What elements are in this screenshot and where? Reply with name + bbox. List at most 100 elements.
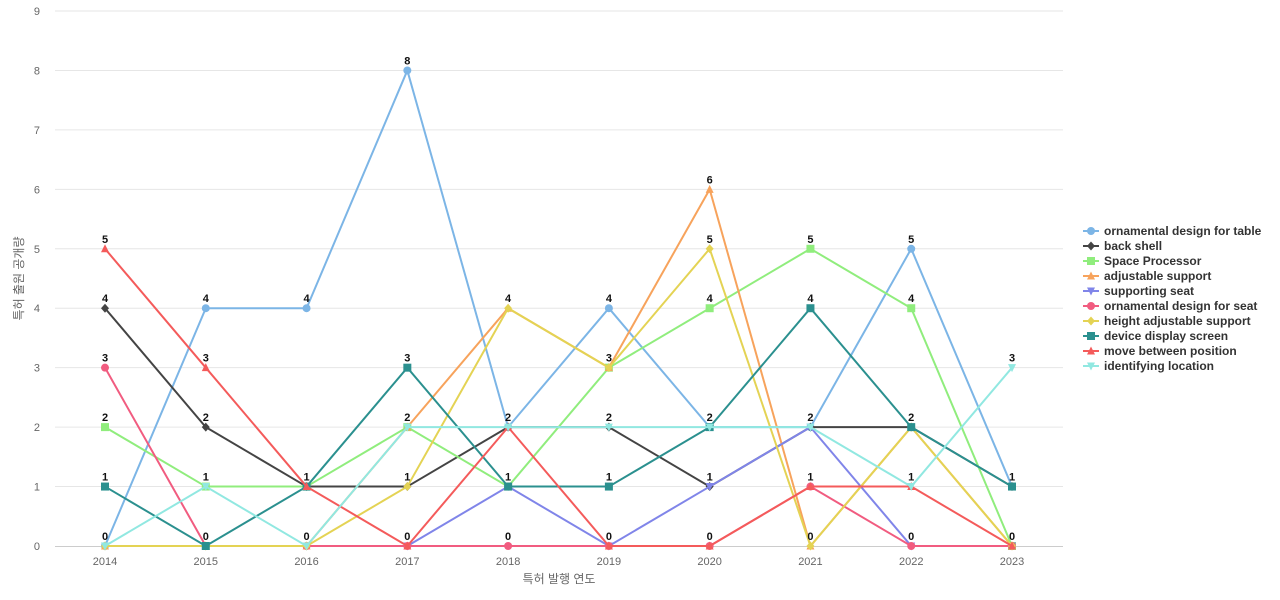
legend-item[interactable]: move between position [1083,344,1237,358]
data-point [604,363,613,373]
y-tick-label: 8 [34,65,40,77]
series-line [105,246,1013,548]
data-label: 0 [102,531,108,543]
legend-label: identifying location [1104,359,1214,373]
series-group [101,66,1016,551]
data-point [806,304,815,313]
legend-item[interactable]: back shell [1083,239,1162,253]
data-label: 1 [1009,472,1015,484]
data-label: 0 [505,531,511,543]
data-label: 4 [303,293,310,305]
y-tick-label: 6 [34,184,40,196]
data-point [504,482,513,491]
legend-item[interactable]: identifying location [1083,359,1214,373]
data-point [705,483,714,492]
series-8 [101,244,1016,550]
x-axis-title: 특허 발행 연도 [523,571,596,586]
legend-item[interactable]: ornamental design for table [1083,224,1262,238]
data-point [403,66,412,75]
data-label: 0 [606,531,612,543]
data-point [604,423,613,432]
x-tick-label: 2021 [798,556,822,568]
data-label: 0 [707,531,713,543]
data-label: 2 [505,412,511,424]
data-point [201,542,210,550]
series-2 [101,244,1016,550]
data-point [1008,364,1016,373]
data-point [302,542,311,551]
data-point [907,423,916,432]
series-line [104,247,1013,547]
data-label: 1 [606,472,612,484]
series-5 [101,363,1016,550]
x-tick-label: 2019 [597,556,621,568]
legend-item[interactable]: Space Processor [1083,254,1202,268]
series-line [104,367,1012,547]
data-point [101,303,109,313]
data-label: 0 [404,531,410,543]
legend-item[interactable]: adjustable support [1083,269,1211,283]
data-point [302,482,311,491]
data-label: 4 [908,293,915,305]
data-point [101,244,109,253]
data-point [806,423,815,432]
data-point [604,541,613,550]
data-label: 2 [404,412,410,424]
legend-marker [1087,316,1095,326]
data-label: 1 [404,472,410,484]
data-point [907,483,916,492]
series-1 [101,303,1016,492]
data-label: 4 [707,293,714,305]
data-point [403,541,412,550]
legend-marker [1087,257,1095,265]
y-tick-label: 9 [34,6,40,18]
data-label: 0 [908,531,914,543]
data-label: 1 [303,472,309,484]
legend-marker [1087,287,1095,296]
data-label: 5 [707,234,713,246]
data-point [705,304,714,313]
data-label: 4 [606,293,613,305]
legend-label: height adjustable support [1104,314,1251,328]
x-tick-label: 2014 [93,556,117,568]
data-point [504,423,513,432]
data-label: 0 [303,531,309,543]
legend-item[interactable]: supporting seat [1083,284,1194,298]
data-label: 1 [908,472,914,484]
series-line [104,67,1013,547]
data-label: 2 [203,412,209,424]
legend-label: adjustable support [1104,269,1211,283]
data-label: 0 [1009,531,1015,543]
data-point [504,303,513,313]
data-point [1008,541,1016,550]
data-label: 5 [807,234,813,246]
legend-item[interactable]: ornamental design for seat [1083,299,1257,313]
data-label: 1 [505,472,511,484]
data-point [403,482,412,492]
x-tick-label: 2023 [1000,556,1024,568]
data-label: 4 [807,293,814,305]
data-point [201,304,210,313]
legend-item[interactable]: device display screen [1083,329,1228,343]
data-point [201,483,210,492]
data-label: 0 [203,531,209,543]
y-tick-label: 4 [34,303,40,315]
data-label: 1 [807,472,813,484]
x-tick-label: 2020 [697,556,721,568]
data-label: 3 [606,353,612,365]
data-labels: 5 4 3 2 1 0 4 3 2 1 0 4 1 0 8 3 2 1 0 4 2 1 0 4 3 2 1 0 6 5 4 2 1 0 5 4 2 1 0 5… [102,55,1015,543]
data-label: 3 [404,353,410,365]
legend-item[interactable]: height adjustable support [1083,314,1251,328]
data-point [806,482,815,491]
legend-label: Space Processor [1104,254,1202,268]
data-point [504,542,513,550]
y-axis-title: 특허 출원 공개량 [12,237,26,321]
data-label: 4 [505,293,512,305]
data-label: 0 [807,531,813,543]
legend-marker [1087,271,1095,280]
data-point [201,422,210,432]
data-label: 3 [102,353,108,365]
data-point [101,363,109,372]
data-point [806,541,815,551]
